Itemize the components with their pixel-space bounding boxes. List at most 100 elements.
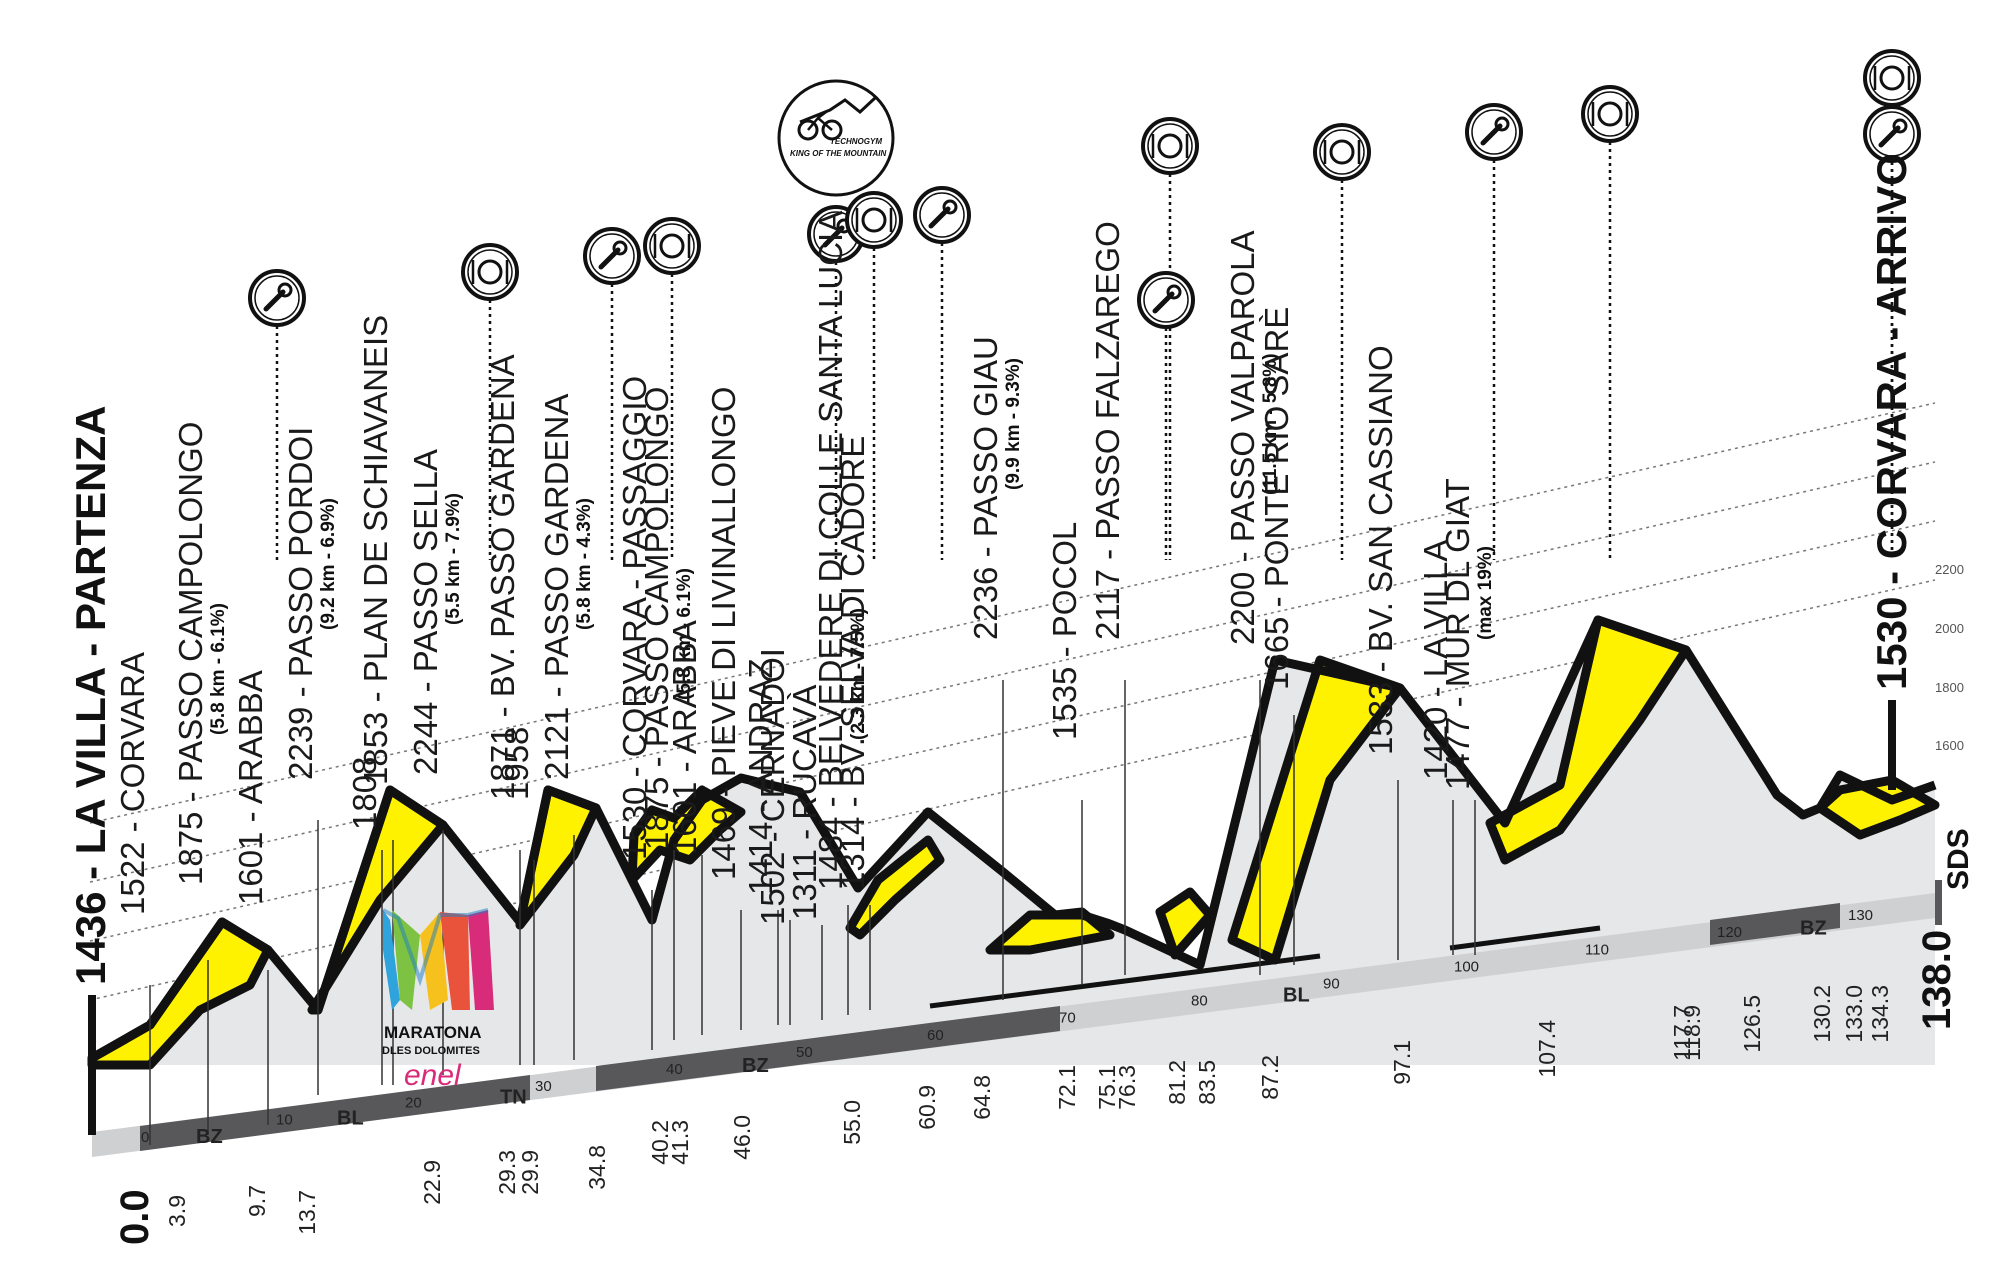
stations	[248, 49, 1921, 329]
waypoint-km: 9.7	[244, 1185, 270, 1217]
alt-tick-2000: 2000	[1935, 621, 1964, 636]
waypoint-label: 2239 - PASSO PORDOI	[282, 427, 319, 780]
start-km: 0.0	[113, 1189, 157, 1245]
province-label: BZ	[1800, 917, 1827, 939]
start-label: 1436 - LA VILLA - PARTENZA	[67, 406, 114, 986]
waypoint-km: 34.8	[584, 1145, 610, 1190]
waypoint-label: 1535 - POCOL	[1046, 522, 1083, 740]
waypoint-label: 1522 - CORVARA	[114, 652, 151, 915]
sds-logo: SDS	[1942, 828, 1975, 890]
waypoint-km: 97.1	[1389, 1040, 1415, 1085]
km-tick: 20	[405, 1095, 422, 1112]
waypoint-km: 76.3	[1114, 1065, 1140, 1110]
waypoint-label: 1875 - PASSO CAMPOLONGO	[638, 387, 675, 850]
waypoint-km: 130.2	[1809, 985, 1835, 1043]
waypoint-label: 2117 - PASSO FALZAREGO	[1089, 221, 1126, 640]
km-tick: 10	[276, 1111, 293, 1128]
waypoint-km: 118.9	[1679, 1005, 1705, 1061]
maratona-logo: MARATONA DLES DOLOMITES enel	[382, 908, 494, 1092]
waypoint-sub: (5.8 km - 6.1%)	[674, 568, 695, 700]
food-icon	[845, 191, 903, 249]
km-tick: 70	[1059, 1010, 1076, 1027]
waypoint-km: 40.2	[647, 1120, 673, 1165]
waypoint-km: 13.7	[294, 1190, 320, 1235]
waypoint-km: 75.1	[1094, 1065, 1120, 1110]
waypoint-lines	[149, 680, 1476, 1145]
province-label: BZ	[742, 1055, 769, 1077]
finish-name: CORVARA - ARRIVO	[1868, 153, 1915, 559]
waypoint-label: 1853 - PLAN DE SCHIAVANEIS	[357, 315, 394, 785]
waypoint-label: 1958	[498, 727, 535, 800]
km-ticks: 0 10 20 30 40 50 60 70 80 90 100 110 120 130	[141, 907, 1873, 1146]
kom-line2: KING OF THE MOUNTAIN	[790, 149, 887, 158]
km-values: 3.9 9.7 13.7 22.9 29.329.9 34.8 40.241.3 46.0 55…	[164, 985, 1893, 1235]
waypoint-label: 1601 - ARABBA	[232, 670, 269, 905]
waypoint-label: 1533 - BV. SAN CASSIANO	[1362, 345, 1399, 755]
road-dark-4	[1710, 903, 1840, 945]
km-tick: 80	[1191, 993, 1208, 1010]
waypoint-km: 87.2	[1257, 1055, 1283, 1100]
waypoint-label: 1414 - ANDRAZ	[742, 658, 779, 895]
waypoint-km: 81.2	[1164, 1060, 1190, 1105]
road-dark-2	[596, 1043, 775, 1091]
provinces: BZ BL TN BZ BL BZ	[196, 917, 1827, 1148]
waypoint-label: 1875 - PASSO CAMPOLONGO	[172, 422, 209, 885]
province-label: BL	[337, 1108, 364, 1130]
waypoint-label: 1502 - CERNADOI	[754, 648, 791, 925]
waypoint-label: 1530 - CORVARA - PASSAGGIO	[616, 376, 653, 860]
alt-tick-1600: 1600	[1935, 738, 1964, 753]
bike-icon	[797, 119, 819, 141]
logo-line1: MARATONA	[384, 1023, 482, 1042]
waypoint-sub: (5.5 km - 7.9%)	[443, 493, 464, 625]
kom-line1: TECHNOGYM	[830, 137, 882, 146]
waypoint-km: 22.9	[419, 1160, 445, 1205]
km-tick: 60	[927, 1027, 944, 1044]
road-dark-3	[775, 1006, 1060, 1068]
food-icon	[1141, 117, 1199, 175]
km-tick: 0	[141, 1129, 149, 1146]
wrench-icon	[1137, 271, 1195, 329]
province-label: TN	[500, 1086, 527, 1108]
wrench-icon	[1863, 105, 1921, 163]
waypoint-sub: (9.9 km - 9.3%)	[1003, 358, 1024, 490]
waypoint-labels: 1522 - CORVARA 1875 - PASSO CAMPOLONGO (5.…	[114, 211, 1496, 925]
alt-tick-2200: 2200	[1935, 562, 1964, 577]
finish-km: 138.0	[1915, 930, 1959, 1030]
waypoint-label: 2121 - PASSO GARDENA	[538, 394, 575, 780]
km-tick: 100	[1454, 958, 1479, 975]
waypoint-label: 1665 - PONTE RIO SARÈ	[1258, 307, 1295, 690]
waypoint-km: 29.9	[517, 1150, 543, 1195]
wrench-icon	[248, 269, 306, 327]
station-leaders	[275, 106, 1894, 560]
waypoint-km: 126.5	[1739, 995, 1765, 1053]
waypoint-sub: (5.8 km - 4.3%)	[574, 498, 595, 630]
start-alt: 1436	[67, 892, 114, 985]
waypoint-km: 55.0	[839, 1100, 865, 1145]
waypoint-km: 83.5	[1194, 1060, 1220, 1105]
food-icon	[1581, 85, 1639, 143]
waypoint-sub: (max 19%)	[1475, 546, 1496, 640]
province-label: BL	[1283, 985, 1310, 1007]
waypoint-label: 2244 - PASSO SELLA	[407, 449, 444, 775]
kom-badge: TECHNOGYM KING OF THE MOUNTAIN	[777, 79, 895, 197]
waypoint-sub: (2.3 km - 7.5%)	[848, 608, 869, 740]
km-tick: 30	[535, 1078, 552, 1095]
km-tick: 120	[1717, 924, 1742, 941]
km-tick: 130	[1848, 907, 1873, 924]
terrain-outline	[89, 615, 1937, 1062]
waypoint-km: 41.3	[667, 1120, 693, 1165]
km-tick: 90	[1323, 975, 1340, 992]
waypoint-km: 3.9	[164, 1195, 190, 1227]
waypoint-label: 1477 - MUR DL GIAT	[1439, 478, 1476, 790]
waypoint-km: 60.9	[914, 1085, 940, 1130]
waypoint-label: 1484 - BELVEDERE DI COLLE SANTA LUCIA	[812, 211, 849, 890]
wrench-icon	[913, 186, 971, 244]
waypoint-km: 72.1	[1054, 1065, 1080, 1110]
waypoint-km: 117.7	[1669, 1005, 1695, 1061]
waypoint-label: 1420 - LA VILLA	[1417, 540, 1454, 780]
waypoint-label: 1601 - ARABBA	[666, 620, 703, 855]
waypoint-label: 1871 - BV. PASSO GARDENA	[484, 354, 521, 800]
start-name: LA VILLA - PARTENZA	[67, 406, 114, 855]
